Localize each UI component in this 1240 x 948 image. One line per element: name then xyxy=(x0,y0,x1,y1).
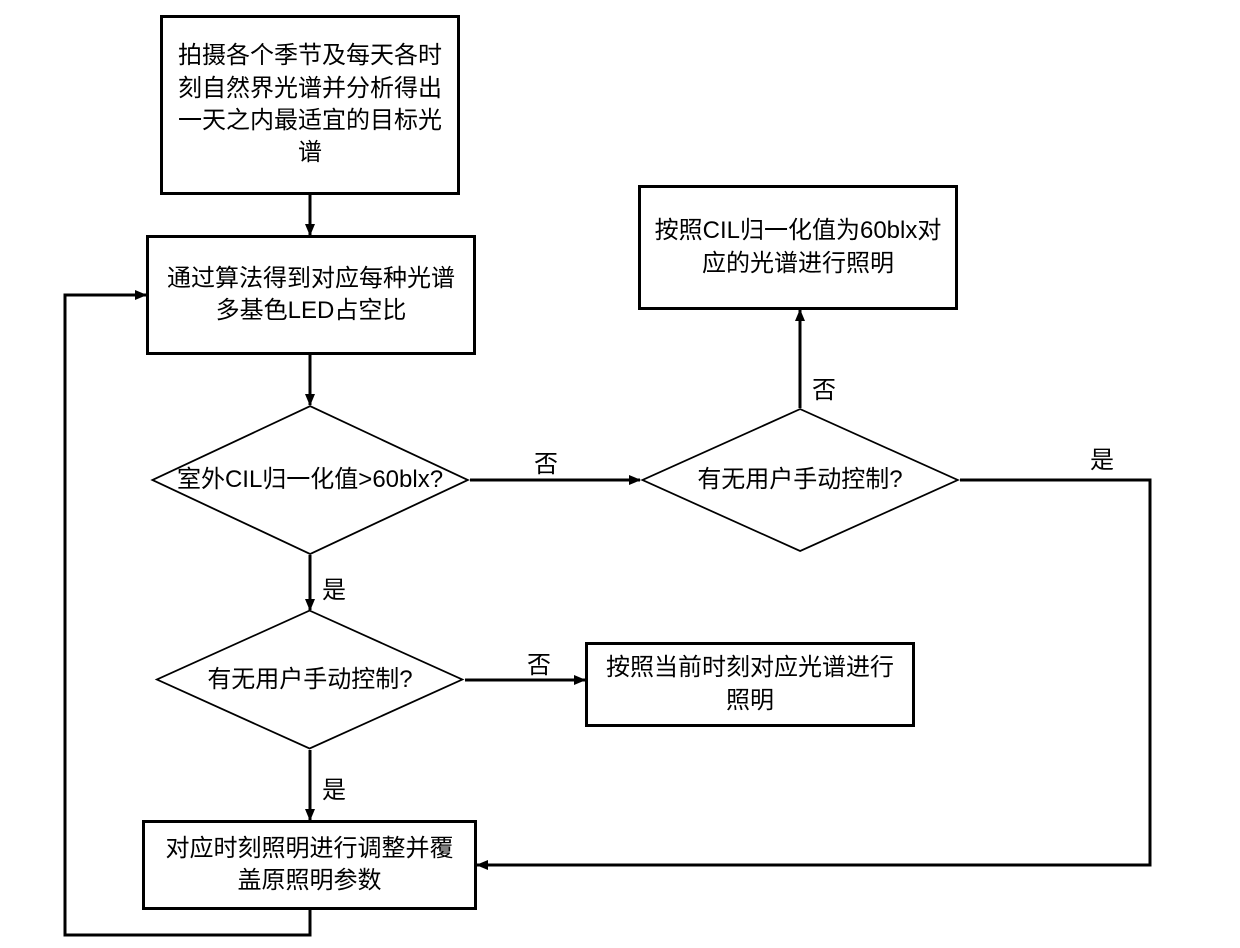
edge-label-text-d1_yes: 是 xyxy=(322,577,346,604)
decision-label-d3: 有无用户手动控制? xyxy=(207,664,412,695)
edge-label-d1_no: 否 xyxy=(532,444,560,479)
decision-label-d2: 有无用户手动控制? xyxy=(697,464,902,495)
process-n5: 对应时刻照明进行调整并覆盖原照明参数 xyxy=(142,820,477,910)
process-n2: 通过算法得到对应每种光谱多基色LED占空比 xyxy=(146,235,476,355)
decision-text-d3: 有无用户手动控制? xyxy=(155,610,465,750)
process-text-n4: 按照当前时刻对应光谱进行照明 xyxy=(600,652,900,717)
decision-label-d1: 室外CIL归一化值>60blx? xyxy=(177,464,443,495)
process-text-n1: 拍摄各个季节及每天各时刻自然界光谱并分析得出一天之内最适宜的目标光谱 xyxy=(175,40,445,170)
edge-label-d2_yes: 是 xyxy=(1088,440,1116,475)
decision-text-d1: 室外CIL归一化值>60blx? xyxy=(150,405,470,555)
edge-label-text-d3_no: 否 xyxy=(527,652,551,679)
edge-label-d3_no: 否 xyxy=(525,645,553,680)
edge-label-text-d1_no: 否 xyxy=(534,451,558,478)
decision-text-d2: 有无用户手动控制? xyxy=(640,408,960,552)
process-n4: 按照当前时刻对应光谱进行照明 xyxy=(585,642,915,727)
flowchart-canvas: 拍摄各个季节及每天各时刻自然界光谱并分析得出一天之内最适宜的目标光谱通过算法得到… xyxy=(0,0,1240,948)
decision-d1: 室外CIL归一化值>60blx? xyxy=(150,405,470,555)
edge-label-d2_no: 否 xyxy=(810,370,838,405)
edge-label-text-d3_yes: 是 xyxy=(322,777,346,804)
process-n3: 按照CIL归一化值为60blx对应的光谱进行照明 xyxy=(638,185,958,310)
edge-label-text-d2_no: 否 xyxy=(812,377,836,404)
process-text-n3: 按照CIL归一化值为60blx对应的光谱进行照明 xyxy=(653,215,943,280)
edge-label-text-d2_yes: 是 xyxy=(1090,447,1114,474)
edge-label-d3_yes: 是 xyxy=(320,770,348,805)
decision-d2: 有无用户手动控制? xyxy=(640,408,960,552)
process-text-n5: 对应时刻照明进行调整并覆盖原照明参数 xyxy=(157,833,462,898)
decision-d3: 有无用户手动控制? xyxy=(155,610,465,750)
process-text-n2: 通过算法得到对应每种光谱多基色LED占空比 xyxy=(161,263,461,328)
process-n1: 拍摄各个季节及每天各时刻自然界光谱并分析得出一天之内最适宜的目标光谱 xyxy=(160,15,460,195)
edge-label-d1_yes: 是 xyxy=(320,570,348,605)
